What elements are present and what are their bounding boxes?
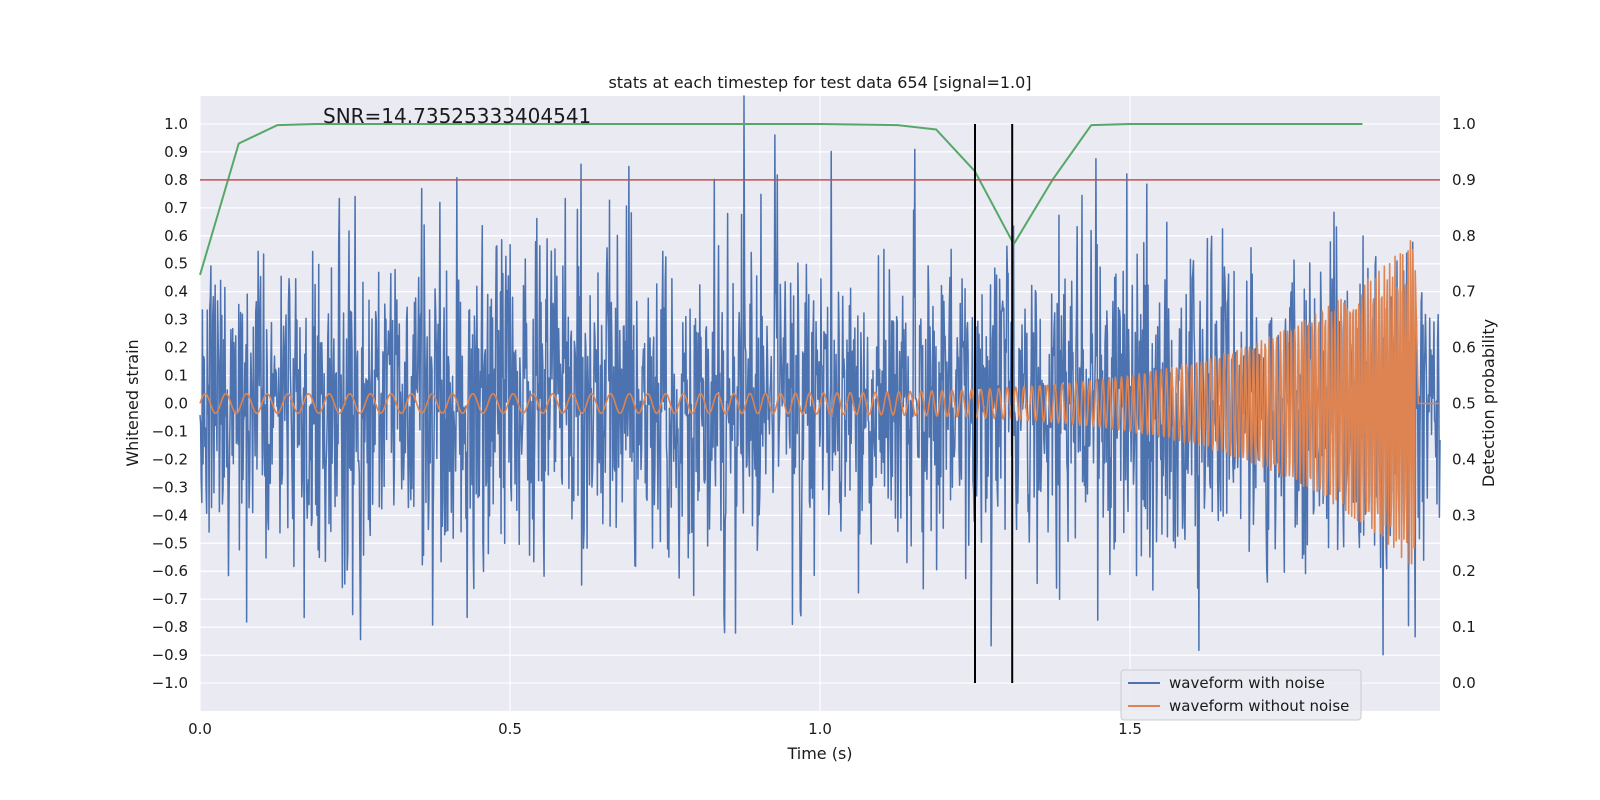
y2-tick-label: 0.3 (1452, 506, 1476, 524)
series-line-clean (199, 240, 1440, 565)
y-tick-label: 0.1 (164, 367, 188, 385)
x-tick-label: 0.5 (498, 720, 522, 738)
y-tick-label: −0.4 (152, 506, 188, 524)
y-tick-label: 0.9 (164, 143, 188, 161)
y-tick-label: −0.7 (152, 590, 188, 608)
axis-layer: 0.0 0.5 1.0 1.5 −1.0 −0.9 −0.8 −0.7 −0.6 −0.5 −0.4… (152, 115, 1476, 738)
y-tick-label: 0.3 (164, 311, 188, 329)
y-tick-label: 0.8 (164, 171, 188, 189)
y-tick-label: 0.2 (164, 339, 188, 357)
x-tick-label: 1.5 (1118, 720, 1142, 738)
legend: waveform with noise waveform without noi… (1120, 669, 1362, 721)
y-tick-label: 0.4 (164, 283, 188, 301)
y-tick-label: 0.7 (164, 199, 188, 217)
y2-tick-label: 0.0 (1452, 674, 1476, 692)
y2-axis-label: Detection probability (1479, 319, 1498, 487)
y2-tick-label: 0.5 (1452, 395, 1476, 413)
x-tick-label: 0.0 (188, 720, 212, 738)
y2-tick-label: 0.7 (1452, 283, 1476, 301)
chart-title: stats at each timestep for test data 654… (608, 73, 1031, 92)
y-tick-label: −0.2 (152, 450, 188, 468)
x-axis-label: Time (s) (786, 744, 852, 763)
y-tick-label: −0.9 (152, 646, 188, 664)
legend-box (1120, 669, 1362, 721)
y-tick-label: −0.8 (152, 618, 188, 636)
y2-tick-label: 0.6 (1452, 339, 1476, 357)
y-tick-label: −0.3 (152, 478, 188, 496)
series-line-detection-probability (199, 122, 1363, 276)
y-axis-label: Whitened strain (123, 339, 142, 466)
legend-label-clean: waveform without noise (1169, 697, 1349, 715)
y2-tick-label: 1.0 (1452, 115, 1476, 133)
y2-tick-label: 0.1 (1452, 618, 1476, 636)
y-tick-label: −0.1 (152, 422, 188, 440)
series-line-noise (199, 95, 1441, 656)
y2-tick-label: 0.4 (1452, 450, 1476, 468)
y2-tick-label: 0.8 (1452, 227, 1476, 245)
overlay-layer (200, 123, 1440, 684)
y-tick-label: −0.6 (152, 562, 188, 580)
y2-tick-label: 0.2 (1452, 562, 1476, 580)
legend-label-noise: waveform with noise (1169, 674, 1325, 692)
y-tick-label: 0.6 (164, 227, 188, 245)
y-tick-label: 0.5 (164, 255, 188, 273)
snr-annotation: SNR=14.73525333404541 (323, 104, 591, 128)
y2-tick-label: 0.9 (1452, 171, 1476, 189)
y-tick-label: −0.5 (152, 534, 188, 552)
y-tick-label: −1.0 (152, 674, 188, 692)
y-tick-label: 1.0 (164, 115, 188, 133)
y-tick-label: 0.0 (164, 395, 188, 413)
series-layer (199, 95, 1441, 656)
x-tick-label: 1.0 (808, 720, 832, 738)
